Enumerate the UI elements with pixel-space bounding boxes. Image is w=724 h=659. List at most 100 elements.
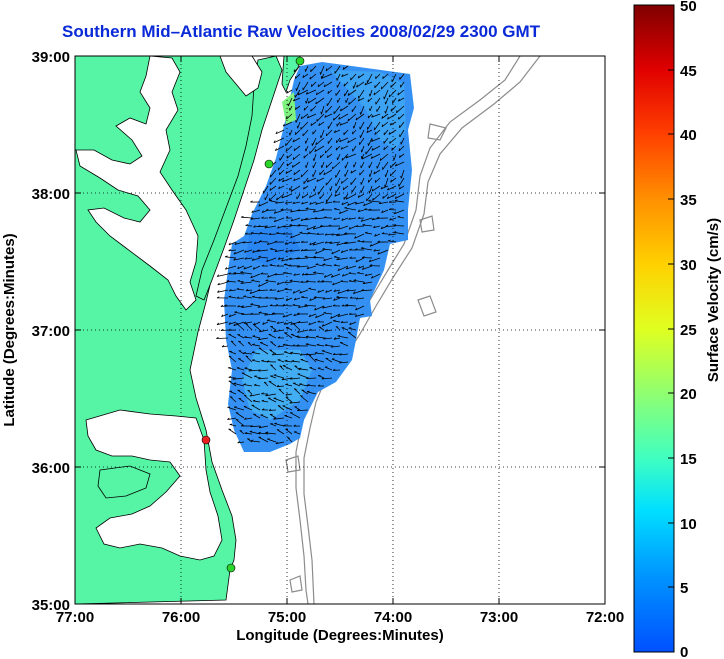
velocity-arrow <box>333 320 341 323</box>
velocity-arrowhead <box>274 297 278 300</box>
velocity-arrowhead <box>296 344 299 347</box>
velocity-arrow <box>341 217 349 221</box>
velocity-arrowhead <box>342 187 345 190</box>
velocity-arrow <box>383 89 389 100</box>
velocity-arrowhead <box>333 255 337 258</box>
velocity-arrowhead <box>252 295 255 298</box>
velocity-arrowhead <box>368 199 371 202</box>
velocity-arrowhead <box>283 351 287 353</box>
velocity-arrowhead <box>251 210 254 213</box>
velocity-arrowhead <box>282 123 285 127</box>
velocity-arrowhead <box>282 314 285 318</box>
y-tick-label: 36:00 <box>32 460 70 477</box>
velocity-arrow <box>371 273 381 279</box>
velocity-arrowhead <box>258 431 261 434</box>
velocity-arrow <box>217 273 229 277</box>
velocity-arrow <box>331 273 341 278</box>
velocity-arrowhead <box>290 377 293 380</box>
velocity-arrow <box>305 137 309 144</box>
velocity-arrow <box>283 351 293 355</box>
velocity-arrow <box>334 129 341 133</box>
velocity-arrow <box>306 89 317 95</box>
velocity-arrow <box>313 297 325 299</box>
velocity-arrow <box>297 209 309 212</box>
velocity-arrow <box>276 193 285 201</box>
velocity-arrow <box>337 289 349 294</box>
velocity-arrowhead <box>216 296 220 299</box>
velocity-arrow <box>355 113 365 121</box>
velocity-arrowhead <box>276 232 279 234</box>
velocity-arrowhead <box>357 75 360 79</box>
velocity-arrow <box>272 353 285 356</box>
velocity-arrows <box>216 65 405 445</box>
velocity-arrowhead <box>330 345 334 348</box>
velocity-arrow <box>375 73 381 79</box>
velocity-arrowhead <box>354 236 357 239</box>
velocity-arrow <box>358 97 365 102</box>
velocity-arrowhead <box>337 335 341 337</box>
velocity-arrowhead <box>382 76 384 79</box>
velocity-arrow <box>342 273 349 277</box>
velocity-arrow <box>298 305 309 308</box>
velocity-arrowhead <box>267 242 270 245</box>
velocity-arrow <box>320 65 325 75</box>
velocity-field <box>224 62 414 452</box>
velocity-arrowhead <box>224 267 228 270</box>
velocity-arrow <box>373 249 381 252</box>
velocity-arrow <box>337 265 349 272</box>
velocity-arrow <box>233 272 245 275</box>
velocity-arrowhead <box>290 189 293 192</box>
velocity-arrowhead <box>314 351 318 354</box>
colorbar-tick-label: 25 <box>680 322 697 339</box>
velocity-arrowhead <box>368 208 371 211</box>
velocity-arrow <box>276 385 285 388</box>
velocity-arrowhead <box>389 122 392 126</box>
velocity-arrowhead <box>315 101 317 105</box>
velocity-arrowhead <box>360 247 364 249</box>
velocity-arrowhead <box>373 92 376 96</box>
velocity-arrow <box>306 377 317 379</box>
velocity-arrowhead <box>285 428 289 431</box>
velocity-arrowhead <box>256 249 259 252</box>
velocity-arrowhead <box>309 76 311 80</box>
velocity-arrowhead <box>302 75 304 78</box>
velocity-arrow <box>292 137 301 143</box>
velocity-arrow <box>332 281 341 286</box>
velocity-arrowhead <box>325 68 328 72</box>
velocity-arrow <box>343 193 349 200</box>
velocity-arrow <box>243 296 253 299</box>
velocity-arrow <box>373 169 381 175</box>
velocity-arrow <box>270 341 277 347</box>
velocity-arrowhead <box>325 201 328 204</box>
velocity-arrowhead <box>317 84 320 87</box>
velocity-arrow <box>307 113 317 119</box>
velocity-arrowhead <box>315 142 317 145</box>
velocity-arrowhead <box>286 155 288 159</box>
velocity-arrow <box>251 280 261 283</box>
velocity-arrow <box>227 406 237 411</box>
velocity-arrowhead <box>281 258 284 262</box>
velocity-arrowhead <box>357 271 360 274</box>
velocity-arrowhead <box>314 149 317 152</box>
velocity-arrowhead <box>300 218 303 222</box>
velocity-arrowhead <box>315 335 319 337</box>
velocity-arrow <box>274 273 285 276</box>
bays <box>75 56 263 561</box>
velocity-arrowhead <box>258 240 262 242</box>
velocity-arrow <box>333 369 341 371</box>
velocity-arrow <box>293 177 301 182</box>
velocity-arrowhead <box>282 304 286 306</box>
velocity-arrowhead <box>277 289 280 293</box>
velocity-arrowhead <box>353 279 357 281</box>
velocity-arrowhead <box>273 219 276 223</box>
velocity-arrowhead <box>364 82 367 86</box>
velocity-arrow <box>362 265 373 270</box>
velocity-arrow <box>333 289 341 292</box>
velocity-arrow <box>307 177 317 183</box>
velocity-arrowhead <box>268 408 272 411</box>
velocity-arrow <box>324 366 333 371</box>
velocity-arrow <box>270 375 277 379</box>
velocity-arrow <box>286 153 293 159</box>
velocity-arrow <box>283 321 293 325</box>
velocity-arrow <box>295 73 301 79</box>
